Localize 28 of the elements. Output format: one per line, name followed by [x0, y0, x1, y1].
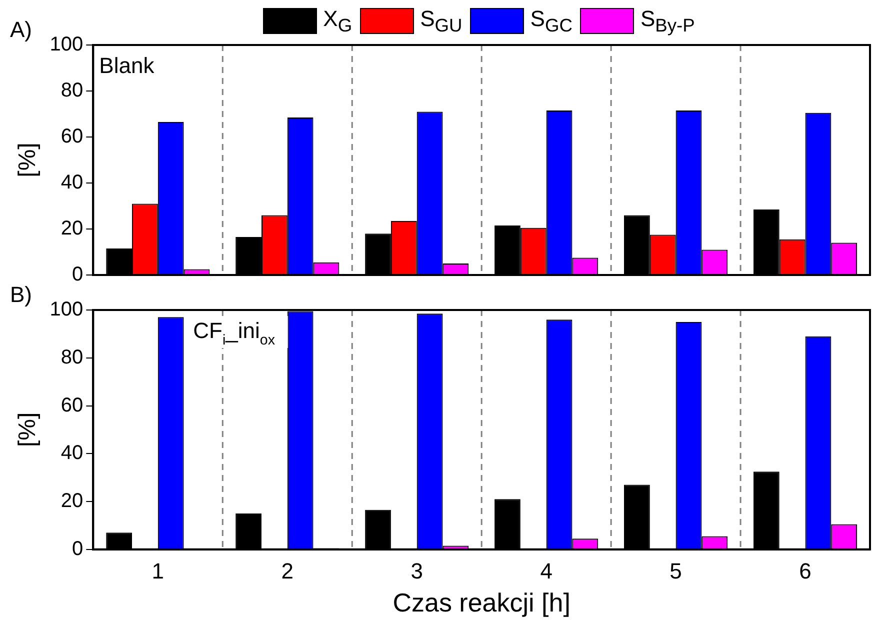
y-tick-label: 80: [60, 346, 84, 368]
y-tick-label: 20: [60, 218, 84, 240]
y-axis-title: [%]: [14, 412, 42, 448]
x-tick-label: 1: [152, 558, 164, 584]
y-axis-title: [%]: [14, 142, 42, 178]
y-tick-label: 100: [50, 34, 84, 56]
legend-label: S$_{GU}$: [420, 6, 462, 36]
y-tick-label: 60: [60, 126, 84, 148]
x-axis-title: Czas reakcji [h]: [392, 588, 570, 618]
x-tick-label: 5: [670, 558, 682, 584]
y-tick-label: 100: [50, 298, 84, 321]
x-tick-label: 6: [799, 558, 812, 584]
y-tick-label: 0: [72, 264, 84, 286]
chart-title: B): [10, 282, 32, 307]
y-tick-label: 80: [60, 80, 84, 102]
x-tick-label: 3: [410, 558, 423, 584]
y-tick-label: 20: [60, 490, 84, 512]
chart-title: A): [10, 17, 32, 42]
y-tick-label: 40: [60, 172, 84, 194]
legend-label: S$_{By-P}$: [640, 6, 695, 36]
y-tick-label: 0: [72, 538, 84, 560]
legend-label: X$_{G}$: [323, 6, 352, 36]
x-tick-label: 2: [281, 558, 294, 584]
legend-label: S$_{GC}$: [530, 6, 572, 36]
y-tick-label: 40: [60, 442, 84, 464]
y-tick-label: 60: [60, 394, 84, 416]
annotation: Blank: [99, 53, 156, 78]
x-tick-label: 4: [540, 558, 552, 584]
